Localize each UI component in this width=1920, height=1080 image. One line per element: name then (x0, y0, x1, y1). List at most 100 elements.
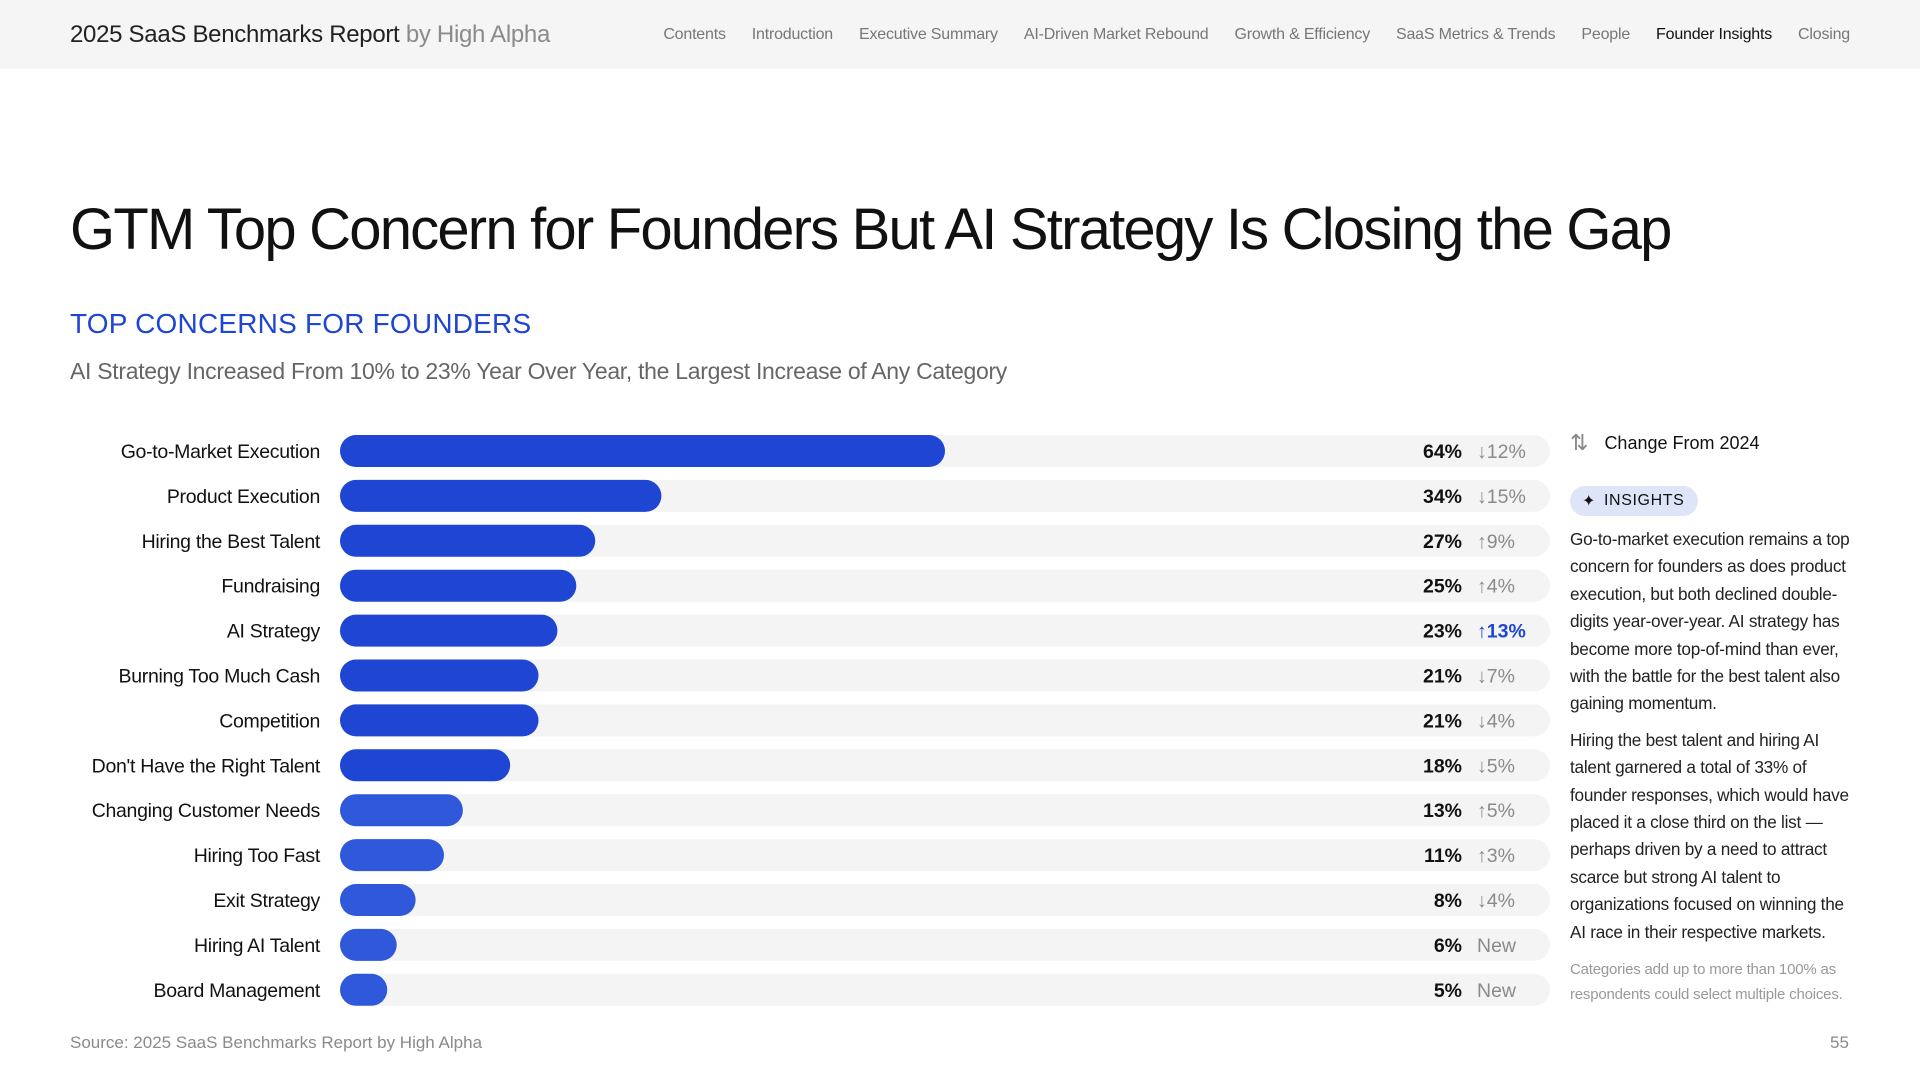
nav-item-growth-efficiency[interactable]: Growth & Efficiency (1234, 25, 1370, 43)
category-label: Competition (219, 710, 320, 732)
bar (340, 659, 539, 692)
value-label: 34% (1423, 486, 1462, 508)
bar-row: Competition 21% ↓4% (219, 704, 1550, 737)
value-label: 23% (1423, 621, 1462, 643)
brand-by: by High Alpha (405, 20, 551, 48)
bar (340, 479, 662, 512)
insights-badge: ✦ INSIGHTS (1570, 486, 1699, 516)
value-label: 13% (1423, 800, 1462, 822)
report-brand[interactable]: 2025 SaaS Benchmarks Report by High Alph… (70, 21, 550, 49)
change-label: ↓4% (1477, 890, 1515, 912)
bar-track (340, 973, 1550, 1006)
change-label: ↑9% (1477, 531, 1515, 553)
chart-subtitle: AI Strategy Increased From 10% to 23% Ye… (70, 358, 1008, 384)
nav-item-contents[interactable]: Contents (663, 25, 726, 43)
bar (340, 973, 388, 1006)
bar-row: Hiring AI Talent 6% New (194, 928, 1550, 961)
chart-footnote: Categories add up to more than 100% as r… (1570, 961, 1843, 1003)
bar-track (340, 704, 1550, 737)
category-label: Hiring AI Talent (194, 935, 321, 957)
bar-track (340, 569, 1550, 602)
value-label: 8% (1434, 890, 1462, 912)
value-label: 11% (1424, 845, 1462, 867)
change-label: ↓12% (1477, 441, 1526, 463)
bar (340, 884, 416, 916)
bar (340, 704, 539, 737)
bar (340, 749, 511, 782)
bar-track (340, 794, 1550, 827)
bar (340, 794, 463, 827)
section-nav: Contents Introduction Executive Summary AI-… (663, 26, 1850, 44)
value-label: 6% (1434, 935, 1462, 957)
brand-title: 2025 SaaS Benchmarks Report (70, 20, 400, 48)
bar-track (340, 839, 1550, 872)
bar (340, 839, 444, 872)
bar-track (340, 614, 1550, 647)
insights-paragraph: Go-to-market execution remains a top con… (1570, 529, 1850, 714)
nav-item-people[interactable]: People (1581, 25, 1631, 43)
change-label: New (1477, 935, 1517, 957)
category-label: Go-to-Market Execution (121, 441, 320, 463)
nav-item-closing[interactable]: Closing (1798, 25, 1850, 43)
change-label: New (1477, 980, 1517, 1002)
page-number: 55 (1830, 1033, 1849, 1052)
insights-paragraph: Hiring the best talent and hiring AI tal… (1570, 729, 1849, 942)
bar-track (340, 884, 1550, 916)
bar (340, 928, 397, 961)
bar-track (340, 749, 1550, 782)
value-label: 64% (1423, 441, 1462, 463)
bar (340, 569, 577, 602)
bar-row: Go-to-Market Execution 64% ↓12% (121, 435, 1550, 467)
chart-section-label: TOP CONCERNS FOR FOUNDERS (70, 308, 532, 339)
nav-item-introduction[interactable]: Introduction (751, 25, 833, 43)
value-label: 25% (1423, 576, 1462, 598)
value-label: 5% (1434, 980, 1462, 1002)
category-label: Don't Have the Right Talent (92, 755, 321, 777)
nav-item-founder-insights[interactable]: Founder Insights (1656, 25, 1773, 43)
top-bar: 2025 SaaS Benchmarks Report by High Alph… (0, 0, 1920, 69)
bar-row: Product Execution 34% ↓15% (167, 479, 1550, 512)
bar (340, 435, 945, 467)
page-title: GTM Top Concern for Founders But AI Stra… (70, 197, 1672, 262)
concerns-bar-chart: Go-to-Market Execution 64% ↓12% Product Exe… (92, 435, 1550, 1006)
nav-item-saas-metrics-trends[interactable]: SaaS Metrics & Trends (1396, 25, 1556, 43)
value-label: 21% (1423, 710, 1462, 732)
change-legend: ⇅ Change From 2024 (1570, 430, 1760, 456)
change-label: ↓4% (1477, 710, 1515, 732)
change-label: ↓15% (1477, 486, 1526, 508)
insights-badge-label: INSIGHTS (1604, 492, 1685, 509)
category-label: Board Management (154, 980, 321, 1002)
change-label: ↓7% (1477, 666, 1515, 688)
nav-item-executive-summary[interactable]: Executive Summary (858, 25, 998, 43)
category-label: Product Execution (167, 486, 320, 508)
change-label: ↑5% (1477, 800, 1515, 822)
legend-label: Change From 2024 (1604, 432, 1760, 453)
value-label: 27% (1423, 531, 1462, 553)
category-label: Burning Too Much Cash (119, 666, 320, 688)
bar-track (340, 659, 1550, 692)
bar-row: Hiring the Best Talent 27% ↑9% (142, 524, 1550, 557)
bar-row: Changing Customer Needs 13% ↑5% (92, 794, 1550, 827)
bar-track (340, 524, 1550, 557)
bar (340, 524, 596, 557)
category-label: Hiring the Best Talent (142, 531, 321, 553)
bar (340, 614, 558, 647)
bar-row: Exit Strategy 8% ↓4% (213, 884, 1550, 916)
value-label: 21% (1423, 666, 1462, 688)
nav-item-ai-driven-market-rebound[interactable]: AI-Driven Market Rebound (1023, 25, 1209, 43)
bar-row: Don't Have the Right Talent 18% ↓5% (92, 749, 1550, 782)
source-note: Source: 2025 SaaS Benchmarks Report by H… (70, 1033, 483, 1052)
bar-row: AI Strategy 23% ↑13% (227, 614, 1550, 647)
sparkle-icon: ✦ (1582, 493, 1597, 510)
change-label: ↑4% (1477, 576, 1515, 598)
category-label: AI Strategy (227, 621, 321, 643)
change-label: ↑13% (1477, 621, 1526, 643)
category-label: Hiring Too Fast (194, 845, 321, 867)
insights-text: Go-to-market execution remains a top con… (1570, 526, 1860, 946)
bar-track (340, 928, 1550, 961)
bar-row: Hiring Too Fast 11% ↑3% (194, 839, 1550, 872)
category-label: Changing Customer Needs (92, 800, 321, 822)
change-label: ↓5% (1477, 755, 1515, 777)
change-label: ↑3% (1477, 845, 1515, 867)
value-label: 18% (1423, 755, 1462, 777)
